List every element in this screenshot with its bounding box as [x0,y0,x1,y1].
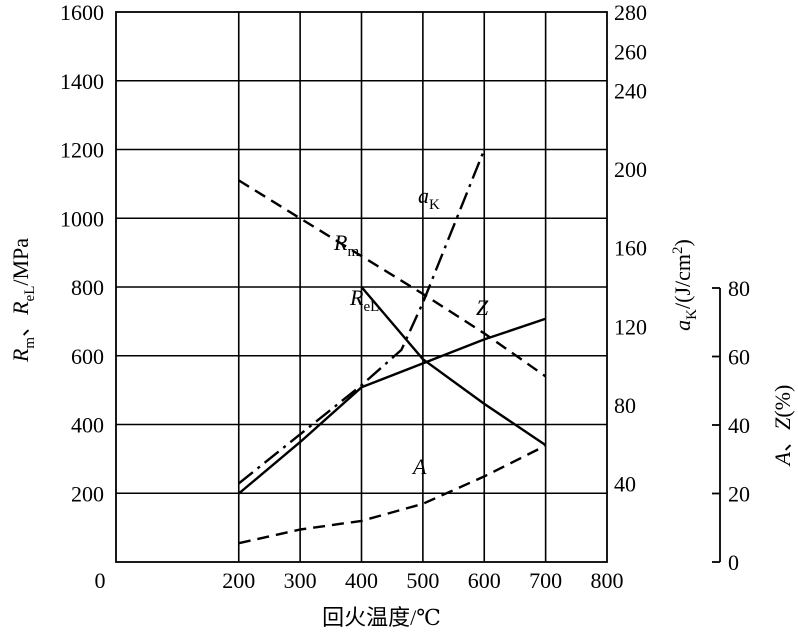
label-fragment: K [429,197,440,213]
az-y-tick-label: 20 [728,482,750,507]
label-fragment: /(J/cm [670,254,695,309]
annotation-a: A [411,454,427,479]
label-fragment: a [418,183,429,208]
label-fragment: A [411,454,427,479]
ak-y-tick-label: 200 [614,157,647,182]
label-fragment: 2 [670,246,686,254]
annotation-rel: ReL [349,285,379,315]
left-y-tick-label: 1600 [60,0,104,25]
az-axis-ticks: 0 20 40 60 80 [712,276,750,575]
label-fragment: 、 [8,315,33,337]
series-line-rm [238,179,547,378]
ak-y-tick-label: 260 [614,39,647,64]
ak-y-tick-label: 40 [614,471,636,496]
grid [116,12,607,562]
label-fragment: Z [476,295,489,320]
x-tick-label: 300 [284,568,317,593]
label-fragment: Z [770,417,795,430]
plot-border [115,11,608,563]
az-y-tick-label: 60 [728,345,750,370]
series-line-a [238,444,547,545]
az-y-tick-label: 80 [728,276,750,301]
left-y-axis-label: Rm、ReL/MPa [8,238,38,363]
az-y-axis-label: A、Z(%) [770,385,795,468]
label-fragment: eL [363,299,379,315]
x-tick-label: 0 [95,568,106,593]
ak-y-tick-label: 120 [614,314,647,339]
x-tick-label: 400 [345,568,378,593]
ak-y-tick-label: 280 [614,0,647,25]
label-fragment: ) [670,239,695,246]
series-line-z [238,317,546,495]
left-y-tick-label: 800 [71,275,104,300]
label-fragment: K [684,309,700,320]
annotation-ak: aK [418,183,440,213]
left-y-tick-label: 1400 [60,69,104,94]
x-axis-ticks: 0 200 300 400 500 600 700 800 [95,568,624,593]
az-y-tick-label: 40 [728,413,750,438]
series-line-ak [238,149,486,485]
label-fragment: R [8,348,33,363]
label-fragment: eL [22,286,38,302]
x-axis-label: 回火温度/℃ [322,605,441,630]
series-line-rel [360,286,547,447]
ak-y-tick-label: 160 [614,236,647,261]
x-tick-label: 200 [222,568,255,593]
ak-y-tick-label: 80 [614,393,636,418]
label-fragment: /MPa [8,238,33,286]
left-y-tick-label: 200 [71,481,104,506]
az-y-tick-label: 0 [728,550,739,575]
ak-y-axis-label: aK/(J/cm2) [670,239,700,331]
x-tick-label: 600 [468,568,501,593]
label-fragment: A [770,451,795,467]
left-y-tick-label: 400 [71,413,104,438]
left-y-tick-label: 600 [71,344,104,369]
x-tick-label: 800 [591,568,624,593]
label-fragment: R [8,301,33,316]
left-y-tick-label: 1000 [60,206,104,231]
left-axis-ticks: 200 400 600 800 1000 1200 1400 1600 [60,0,104,506]
label-fragment: R [333,230,348,255]
plot-frame [115,11,608,563]
label-fragment: a [670,320,695,331]
ak-axis-ticks: 40 80 120 160 200 240 260 280 [614,0,647,496]
left-y-tick-label: 1200 [60,138,104,163]
label-fragment: m [22,337,38,349]
label-fragment: (%) [770,385,795,418]
annotation-rm: Rm [333,230,359,260]
ak-y-tick-label: 240 [614,79,647,104]
x-tick-label: 700 [529,568,562,593]
label-fragment: 、 [770,430,795,452]
series-group [238,149,547,545]
label-fragment: m [347,244,359,260]
x-tick-label: 500 [406,568,439,593]
annotation-z: Z [476,295,489,320]
label-fragment: R [349,285,364,310]
